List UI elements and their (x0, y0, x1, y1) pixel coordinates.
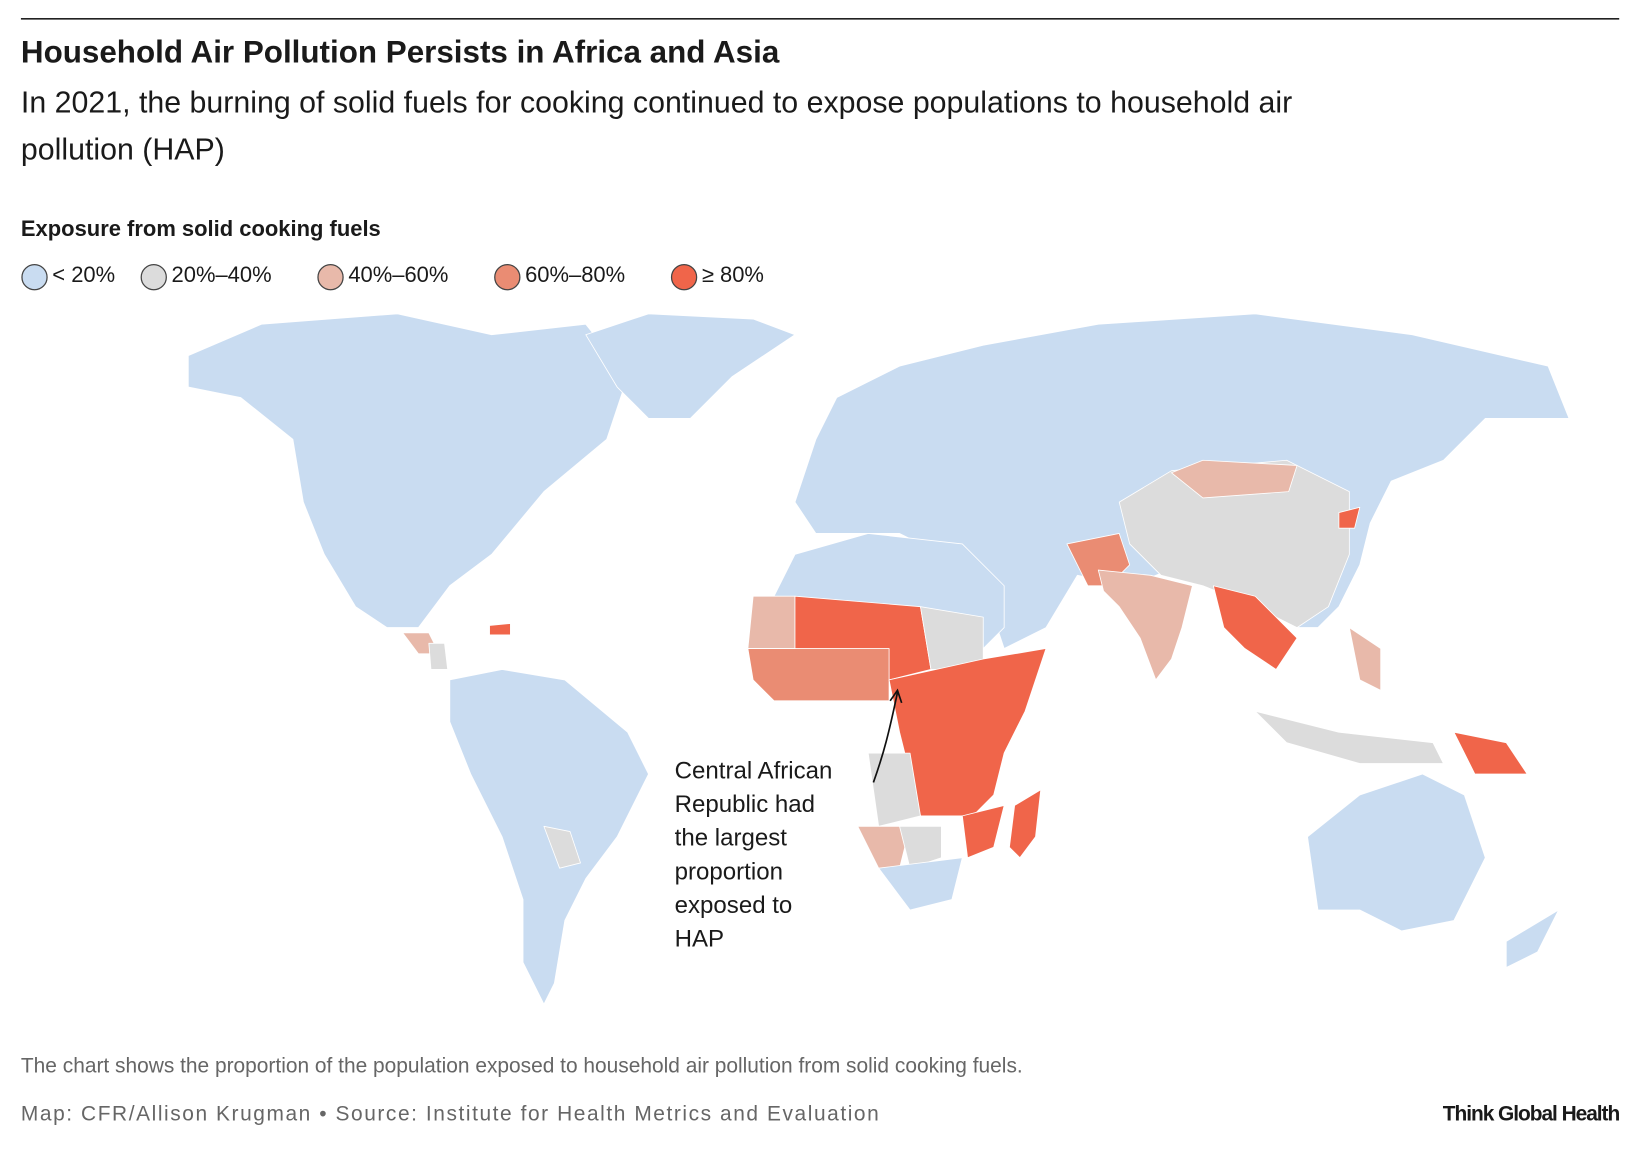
annotation-text: Republic had (675, 791, 815, 818)
north-korea (1338, 506, 1361, 529)
legend-swatch (670, 264, 698, 291)
annotation-arrow (872, 692, 899, 783)
annotation-arrowhead (889, 688, 903, 704)
note: The chart shows the proportion of the po… (21, 1054, 1023, 1077)
legend: < 20% 20%–40% 40%–60% 60%–80% ≥ 80% (21, 262, 764, 291)
india (1097, 569, 1193, 681)
west-coast (747, 648, 890, 702)
legend-swatch (21, 264, 48, 291)
brand: Think Global Health (1443, 1103, 1620, 1126)
mozambique (961, 805, 1005, 859)
annotation-text: the largest (675, 825, 788, 852)
annotation-text: exposed to (675, 892, 793, 919)
angola (867, 752, 921, 827)
indonesia (1254, 710, 1444, 764)
paraguay (543, 825, 581, 869)
mongolia (1171, 459, 1298, 499)
china (1118, 459, 1350, 629)
title: Household Air Pollution Persists in Afri… (21, 35, 780, 70)
legend-label: < 20% (52, 262, 115, 287)
annotation-text: proportion (675, 858, 783, 885)
map (187, 313, 1570, 1005)
haiti (489, 622, 511, 636)
south-africa (878, 857, 963, 911)
botswana (899, 825, 942, 869)
legend-label: 40%–60% (348, 262, 448, 287)
north-america (187, 313, 629, 629)
papua-new-guinea (1453, 731, 1528, 775)
myanmar-laos (1212, 585, 1298, 670)
legend-label: 20%–40% (172, 262, 272, 287)
sudan (920, 606, 984, 670)
subtitle: In 2021, the burning of solid fuels for … (21, 87, 1292, 120)
annotation: Central African Republic had the largest pr… (675, 757, 833, 952)
greenland (585, 313, 796, 419)
legend-title: Exposure from solid cooking fuels (21, 216, 381, 241)
legend-swatch (140, 264, 167, 291)
new-zealand (1505, 909, 1559, 968)
west-africa (747, 595, 796, 649)
subtitle: pollution (HAP) (21, 134, 225, 167)
legend-swatch (494, 264, 521, 291)
annotation-text: HAP (675, 926, 724, 953)
philippines (1348, 627, 1382, 691)
central-america (428, 642, 449, 670)
legend-label: 60%–80% (525, 262, 625, 287)
madagascar (1008, 789, 1042, 859)
australia (1307, 773, 1486, 932)
layout: Household Air Pollution Persists in Afri… (20, 18, 1621, 1126)
credit: Map: CFR/Allison Krugman • Source: Insti… (21, 1103, 880, 1126)
legend-label: ≥ 80% (702, 262, 764, 287)
annotation-text: Central African (675, 757, 833, 784)
legend-swatch (317, 264, 344, 291)
